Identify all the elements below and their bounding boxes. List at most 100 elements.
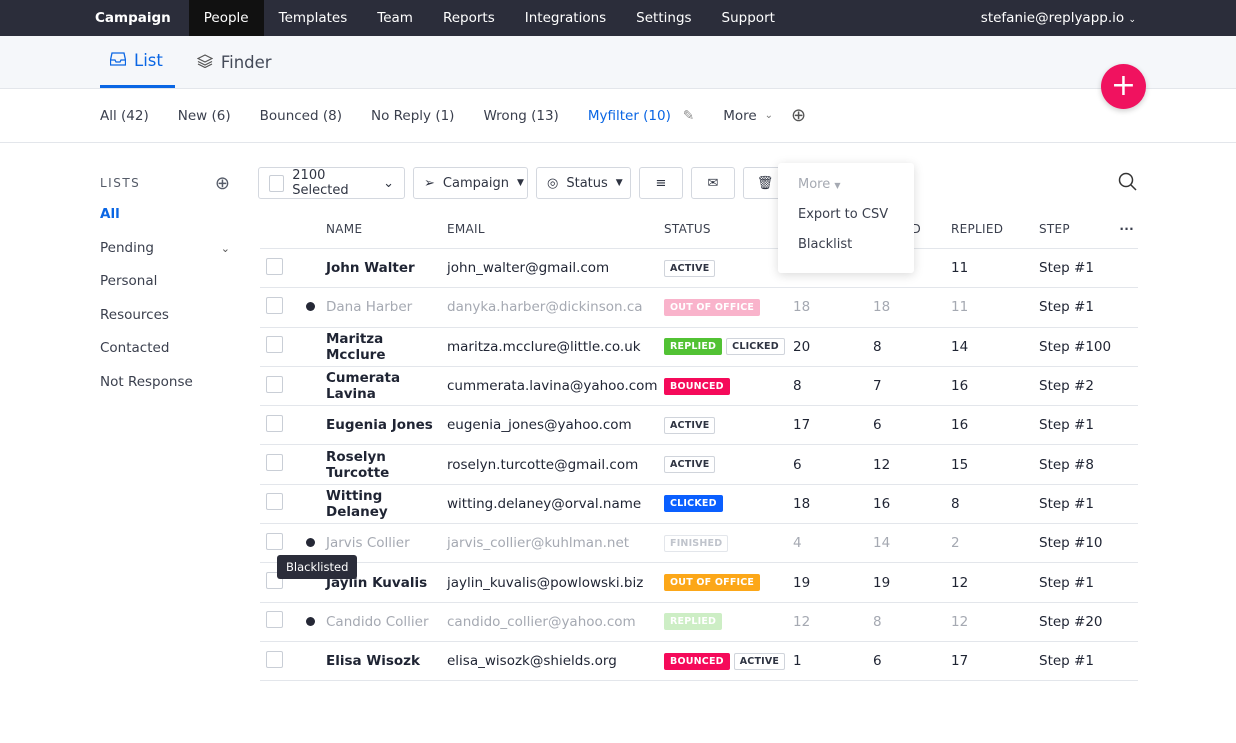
- cell-col5: 4: [793, 535, 802, 552]
- chevron-down-icon[interactable]: ⌄: [764, 110, 774, 121]
- status-badge: OUT OF OFFICE: [664, 298, 761, 316]
- contact-name[interactable]: Jarvis Collier: [326, 535, 410, 552]
- menu-item-blacklist[interactable]: Blacklist: [798, 237, 853, 252]
- header-step[interactable]: STEP: [1039, 222, 1070, 236]
- cell-replied: 16: [951, 417, 969, 434]
- nav-people[interactable]: People: [188, 0, 264, 36]
- cell-col6: 12: [873, 456, 891, 473]
- filter-new[interactable]: New (6): [177, 107, 231, 124]
- filter-wrong[interactable]: Wrong (13): [483, 107, 559, 124]
- table-row[interactable]: Eugenia Jones eugenia_jones@yahoo.com AC…: [260, 406, 1138, 446]
- table-row[interactable]: Witting Delaney witting.delaney@orval.na…: [260, 485, 1138, 525]
- blacklisted-dot-icon[interactable]: [306, 616, 315, 626]
- table-row[interactable]: Dana Harber danyka.harber@dickinson.ca O…: [260, 288, 1138, 328]
- more-columns-icon[interactable]: ···: [1119, 222, 1134, 236]
- status-badge: ACTIVE: [664, 259, 716, 277]
- row-checkbox[interactable]: [266, 336, 283, 354]
- blacklisted-dot-icon[interactable]: [306, 538, 315, 548]
- table-row[interactable]: Roselyn Turcotte roselyn.turcotte@gmail.…: [260, 445, 1138, 485]
- table-row[interactable]: Jaylin Kuvalis jaylin_kuvalis@powlowski.…: [260, 563, 1138, 603]
- filter-no-reply[interactable]: No Reply (1): [370, 107, 455, 124]
- tab-finder[interactable]: Finder: [187, 36, 284, 88]
- cell-col5: 18: [793, 299, 811, 316]
- menu-item-export-csv[interactable]: Export to CSV: [798, 207, 889, 222]
- contact-name[interactable]: Elisa Wisozk: [326, 653, 420, 670]
- contact-name[interactable]: Candido Collier: [326, 613, 429, 630]
- contact-name[interactable]: Witting Delaney: [326, 487, 388, 520]
- nav-settings[interactable]: Settings: [636, 10, 692, 26]
- contact-email: maritza.mcclure@little.co.uk: [447, 338, 641, 355]
- contact-name[interactable]: John Walter: [326, 260, 415, 277]
- row-checkbox[interactable]: [266, 454, 283, 472]
- filter-myfilter[interactable]: Myfilter (10): [587, 107, 671, 124]
- contact-name[interactable]: Cumerata Lavina: [326, 370, 401, 403]
- tab-list[interactable]: List: [100, 36, 175, 88]
- filter-all[interactable]: All (42): [100, 107, 149, 124]
- nav-reports[interactable]: Reports: [442, 10, 495, 26]
- more-dropdown-toggle[interactable]: More ▼: [798, 177, 841, 192]
- chevron-down-icon: ⌄: [1128, 15, 1136, 25]
- search-icon[interactable]: [1118, 172, 1138, 196]
- add-filter-icon[interactable]: ⊕: [791, 105, 807, 126]
- table-row[interactable]: Maritza Mcclure maritza.mcclure@little.c…: [260, 328, 1138, 367]
- row-checkbox[interactable]: [266, 375, 283, 393]
- row-checkbox[interactable]: [266, 532, 283, 550]
- nav-support[interactable]: Support: [721, 10, 775, 26]
- table-row[interactable]: Elisa Wisozk elisa_wisozk@shields.org BO…: [260, 642, 1138, 682]
- nav-integrations[interactable]: Integrations: [524, 10, 607, 26]
- contact-name[interactable]: Maritza Mcclure: [326, 330, 386, 363]
- contact-email: jarvis_collier@kuhlman.net: [447, 535, 630, 552]
- select-all-checkbox[interactable]: [269, 174, 285, 192]
- filter-bounced[interactable]: Bounced (8): [259, 107, 342, 124]
- filter-more[interactable]: More: [723, 107, 757, 124]
- header-status[interactable]: STATUS: [664, 222, 711, 236]
- table-row[interactable]: Candido Collier candido_collier@yahoo.co…: [260, 603, 1138, 642]
- campaign-dropdown[interactable]: ➢ Campaign ▼: [413, 167, 528, 199]
- status-badge: BOUNCED: [664, 377, 730, 395]
- sidebar-item-not-response[interactable]: Not Response: [100, 373, 193, 390]
- sidebar-item-resources[interactable]: Resources: [100, 306, 169, 323]
- row-checkbox[interactable]: [266, 611, 283, 629]
- row-checkbox[interactable]: [266, 296, 283, 314]
- row-checkbox[interactable]: [266, 493, 283, 511]
- nav-campaign[interactable]: Campaign: [95, 10, 171, 26]
- row-checkbox[interactable]: [266, 257, 283, 275]
- cell-col6: 14: [873, 535, 891, 552]
- cell-replied: 16: [951, 378, 969, 395]
- blacklisted-dot-icon[interactable]: [306, 302, 315, 312]
- email-button[interactable]: ✉: [691, 167, 735, 199]
- chevron-down-icon[interactable]: ⌄: [220, 241, 230, 255]
- row-checkbox[interactable]: [266, 650, 283, 668]
- nav-templates[interactable]: Templates: [278, 10, 348, 26]
- sidebar-item-pending[interactable]: Pending ⌄: [100, 232, 230, 266]
- sidebar-item-all[interactable]: All: [100, 206, 120, 222]
- pencil-icon[interactable]: ✎: [682, 107, 695, 124]
- status-dropdown[interactable]: ◎ Status ▼: [536, 167, 631, 199]
- table-row[interactable]: Cumerata Lavina cummerata.lavina@yahoo.c…: [260, 367, 1138, 407]
- table-row[interactable]: Jarvis Collier jarvis_collier@kuhlman.ne…: [260, 524, 1138, 564]
- contact-name[interactable]: Dana Harber: [326, 299, 413, 316]
- table-row[interactable]: John Walter john_walter@gmail.com ACTIVE…: [260, 249, 1138, 289]
- row-checkbox[interactable]: [266, 414, 283, 432]
- sidebar-item-contacted[interactable]: Contacted: [100, 340, 170, 357]
- contact-name[interactable]: Eugenia Jones: [326, 417, 433, 434]
- cell-col5: 19: [793, 574, 811, 591]
- lists-title: LISTS: [100, 176, 141, 190]
- nav-team[interactable]: Team: [377, 10, 413, 26]
- header-name[interactable]: NAME: [326, 222, 363, 236]
- user-menu[interactable]: stefanie@replyapp.io ⌄: [966, 0, 1236, 36]
- contact-email: eugenia_jones@yahoo.com: [447, 417, 632, 434]
- send-icon: ➢: [424, 175, 435, 191]
- cell-step: Step #100: [1039, 338, 1112, 355]
- caret-down-icon: ▼: [615, 178, 623, 188]
- cell-step: Step #1: [1039, 495, 1094, 512]
- align-button[interactable]: ≡: [639, 167, 683, 199]
- header-col6[interactable]: D: [911, 222, 921, 236]
- contact-name[interactable]: Roselyn Turcotte: [326, 448, 390, 481]
- sidebar-item-personal[interactable]: Personal: [100, 273, 158, 290]
- add-button[interactable]: +: [1101, 64, 1146, 109]
- add-list-icon[interactable]: ⊕: [214, 172, 230, 194]
- select-all-dropdown[interactable]: 2100 Selected ⌄: [258, 167, 405, 199]
- header-email[interactable]: EMAIL: [447, 222, 485, 236]
- header-replied[interactable]: REPLIED: [951, 222, 1004, 236]
